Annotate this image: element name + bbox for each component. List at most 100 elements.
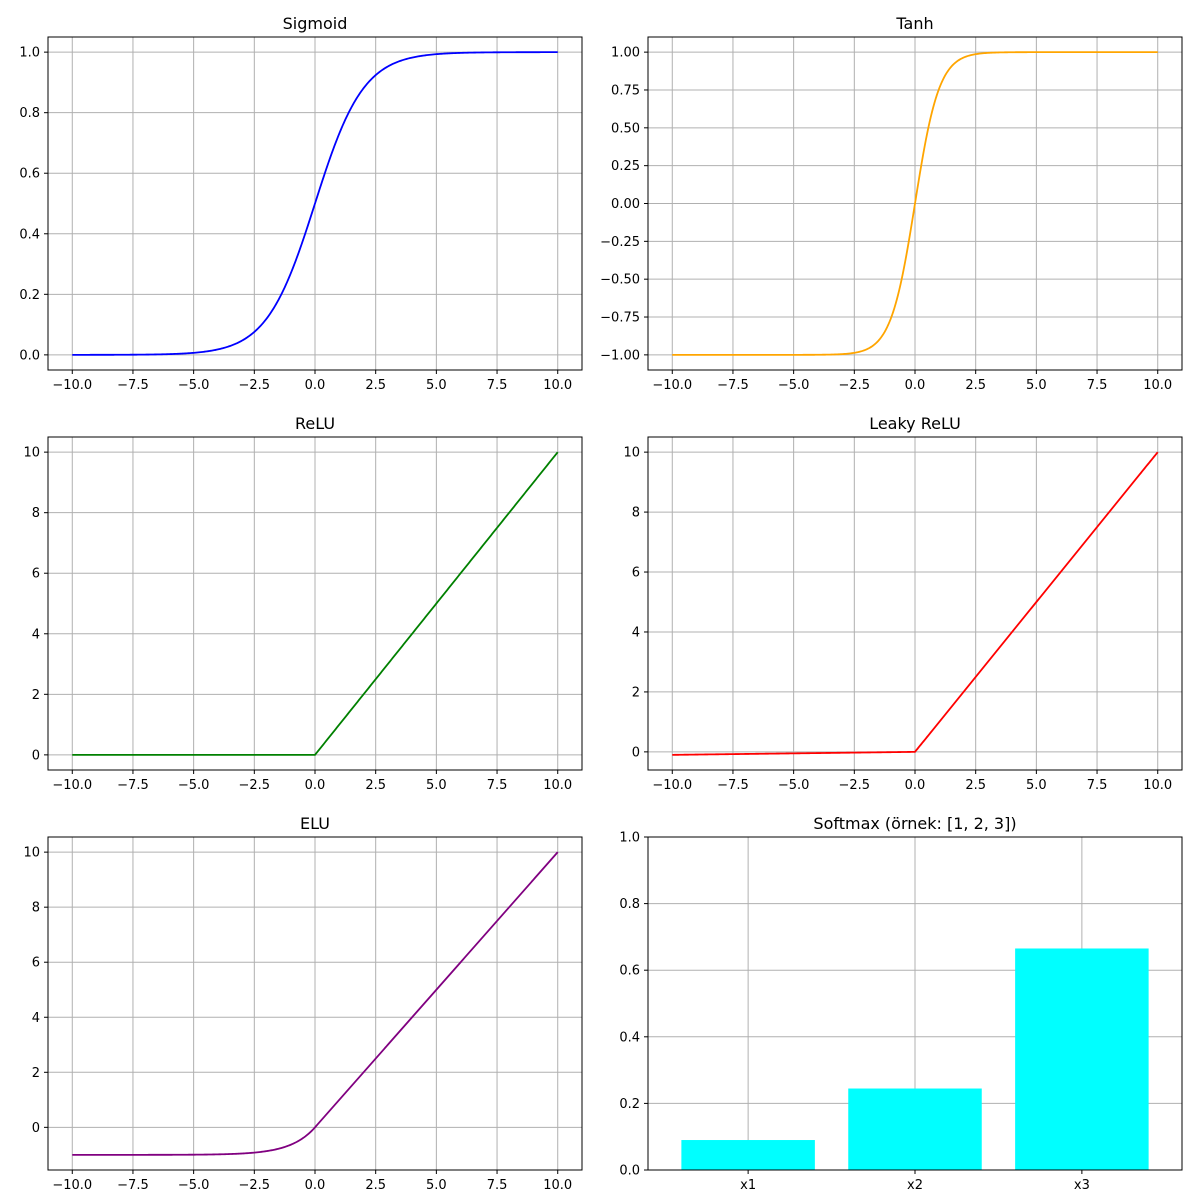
grid-lines [48,837,582,1170]
x-tick-label: 7.5 [1087,778,1108,793]
y-tick-label: 0.8 [619,897,640,912]
y-tick-label: 6 [32,956,40,971]
grid-lines [48,437,582,770]
x-tick-label: 5.0 [1026,378,1047,393]
y-tick-label: 2 [32,688,40,703]
x-tick-label: 0.0 [305,778,326,793]
x-tick-label: x3 [1074,1178,1090,1193]
leaky-relu-chart: Leaky ReLU −10.0 −7.5 −5.0 −2.5 0.0 2.5 5.0 7.5 1… [623,414,1183,793]
subplot-softmax: Softmax (örnek: [1, 2, 3]) x1 x2 x3 0.0 0.2 0.… [600,800,1200,1200]
x-tick-label: 2.5 [365,1178,386,1193]
x-tick-label: 0.0 [905,378,926,393]
x-tick-label: 0.0 [305,378,326,393]
chart-title: ELU [300,814,330,833]
x-tick-label: 7.5 [1087,378,1108,393]
series-line-sigmoid [72,51,558,356]
series-line-tanh [672,51,1158,356]
subplot-elu: ELU −10.0 −7.5 −5.0 −2.5 0.0 2.5 5.0 7.5 10.0 0 2 4 6… [0,800,600,1200]
x-tick-label: 5.0 [426,1178,447,1193]
subplot-sigmoid: Sigmoid −10.0 −7.5 −5.0 −2.5 0.0 2.5 5.0 7.5 10.0… [0,0,600,400]
x-tick-label: −10.0 [652,378,692,393]
y-tick-label: 2 [32,1066,40,1081]
subplot-leaky-relu: Leaky ReLU −10.0 −7.5 −5.0 −2.5 0.0 2.5 5.0 7.5 1… [600,400,1200,800]
x-tick-label: −7.5 [117,1178,149,1193]
y-tick-label: 0 [632,745,640,760]
axes-frame [647,36,1183,371]
y-tick-label: 1.0 [19,46,40,61]
y-tick-label: 4 [32,627,40,642]
x-tick-label: −10.0 [52,378,92,393]
x-tick-label: 5.0 [426,378,447,393]
y-tick-label: 4 [32,1011,40,1026]
bar-x1 [681,1140,815,1170]
relu-chart: ReLU −10.0 −7.5 −5.0 −2.5 0.0 2.5 5.0 7.5 10.0 0 2 4… [23,414,583,793]
y-tick-label: 0 [32,1121,40,1136]
y-tick-label: 1.00 [611,46,640,61]
bar-x2 [848,1088,982,1170]
chart-title: Softmax (örnek: [1, 2, 3]) [813,814,1016,833]
y-tick-label: 0.2 [619,1097,640,1112]
y-tick-label: 0.00 [611,197,640,212]
x-tick-label: 10.0 [543,1178,572,1193]
y-tick-label: 6 [632,566,640,581]
grid-lines [648,437,1182,770]
subplot-tanh: Tanh −10.0 −7.5 −5.0 −2.5 0.0 2.5 5.0 7.5 10.0 −1.… [600,0,1200,400]
y-tick-label: 10 [23,446,40,461]
x-tick-label: 5.0 [426,778,447,793]
series-line-relu [72,451,559,756]
y-tick-label: 4 [632,625,640,640]
y-tick-label: 10 [23,846,40,861]
x-tick-label: 10.0 [1143,378,1172,393]
axes-frame [647,436,1183,771]
x-tick-label: x1 [740,1178,756,1193]
x-tick-label: 2.5 [365,378,386,393]
y-tick-label: 8 [632,506,640,521]
x-tick-label: −5.0 [178,1178,210,1193]
x-tick-label: −2.5 [839,378,871,393]
x-tick-label: −7.5 [717,378,749,393]
y-tick-label: 0.0 [619,1164,640,1179]
y-tick-label: 0.2 [19,288,40,303]
y-tick-label: −1.00 [600,348,640,363]
y-tick-label: 10 [623,446,640,461]
x-tick-label: 10.0 [1143,778,1172,793]
x-tick-label: 2.5 [365,778,386,793]
x-tick-label: −7.5 [717,778,749,793]
series-line-leaky_relu [672,451,1159,756]
x-tick-label: 7.5 [487,1178,508,1193]
y-tick-label: 8 [32,506,40,521]
x-tick-label: −10.0 [652,778,692,793]
y-tick-label: −0.75 [600,311,640,326]
x-tick-label: −2.5 [239,1178,271,1193]
y-tick-label: 6 [32,567,40,582]
bar-x3 [1015,948,1149,1170]
y-tick-label: 0.50 [611,121,640,136]
subplot-relu: ReLU −10.0 −7.5 −5.0 −2.5 0.0 2.5 5.0 7.5 10.0 0 2 4… [0,400,600,800]
x-tick-label: −2.5 [239,378,271,393]
y-tick-label: 1.0 [619,831,640,846]
tanh-chart: Tanh −10.0 −7.5 −5.0 −2.5 0.0 2.5 5.0 7.5 10.0 −1.… [600,14,1183,393]
y-tick-label: 0.4 [19,227,40,242]
x-tick-label: −7.5 [117,778,149,793]
x-tick-label: 7.5 [487,778,508,793]
y-tick-label: 0.25 [611,159,640,174]
y-tick-label: 0.0 [19,348,40,363]
x-tick-label: 10.0 [543,778,572,793]
y-tick-label: 0.8 [19,106,40,121]
chart-title: ReLU [295,414,335,433]
axes-frame [47,836,583,1171]
y-tick-label: 0.75 [611,83,640,98]
x-tick-label: −10.0 [52,778,92,793]
y-tick-label: 0.4 [619,1030,640,1045]
chart-title: Sigmoid [283,14,348,33]
y-tick-label: 0.6 [19,167,40,182]
x-tick-label: −5.0 [178,378,210,393]
x-tick-label: −5.0 [778,378,810,393]
y-tick-label: 0.6 [619,964,640,979]
x-tick-label: −2.5 [239,778,271,793]
chart-title: Leaky ReLU [869,414,961,433]
y-tick-label: −0.25 [600,235,640,250]
x-tick-label: x2 [907,1178,923,1193]
sigmoid-chart: Sigmoid −10.0 −7.5 −5.0 −2.5 0.0 2.5 5.0 7.5 10.0… [19,14,583,393]
axes-frame [47,36,583,371]
